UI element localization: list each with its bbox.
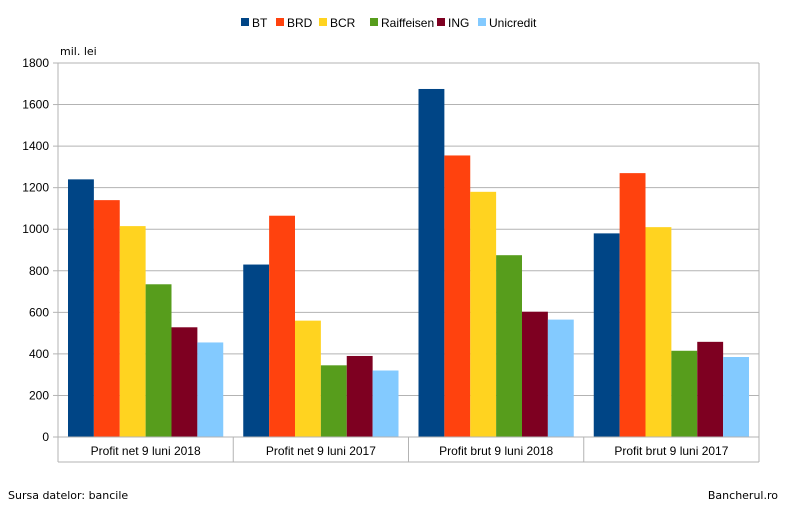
bar-chart: 0 200 400 600 800 1000 1200 1400 1600 1800 mil. le… (22, 16, 760, 463)
bar-unicredit (197, 342, 224, 437)
legend-swatch-ing (437, 18, 445, 26)
legend-swatch-brd (276, 18, 284, 26)
y-tick-label: 1200 (22, 181, 49, 195)
bar-raiffeisen (320, 365, 347, 437)
bar-bcr (295, 320, 321, 437)
bar-bt (593, 233, 620, 437)
bar-unicredit (547, 319, 574, 437)
bar-bt (68, 179, 94, 437)
bar-brd (93, 200, 120, 437)
category-label: Profit net 9 luni 2017 (266, 444, 376, 458)
legend-swatch-bt (241, 18, 249, 26)
legend-label-bt: BT (252, 16, 268, 30)
y-tick-label: 400 (29, 347, 49, 361)
bar-raiffeisen (496, 255, 522, 437)
y-tick-label: 200 (29, 388, 49, 402)
legend-label-raiffeisen: Raiffeisen (381, 16, 434, 30)
bar-ing (697, 341, 724, 437)
bar-unicredit (372, 370, 399, 437)
bar-ing (522, 311, 548, 437)
legend-swatch-raiffeisen (370, 18, 378, 26)
y-tick-label: 1800 (22, 56, 49, 70)
legend-swatch-bcr (319, 18, 327, 26)
source-note: Sursa datelor: bancile (8, 489, 129, 502)
bar-brd (269, 215, 295, 437)
legend-swatch-unicredit (478, 18, 486, 26)
bar-unicredit (723, 357, 749, 437)
site-credit: Bancherul.ro (707, 489, 778, 502)
category-label: Profit brut 9 luni 2018 (439, 444, 553, 458)
bar-brd (619, 173, 646, 437)
y-tick-label: 0 (42, 430, 49, 444)
bar-bt (243, 264, 270, 437)
category-label: Profit net 9 luni 2018 (91, 444, 201, 458)
bar-raiffeisen (671, 350, 698, 437)
bar-raiffeisen (145, 284, 172, 437)
legend-label-unicredit: Unicredit (489, 16, 537, 30)
y-tick-label: 800 (29, 264, 49, 278)
bar-bcr (119, 226, 146, 437)
bar-ing (171, 327, 198, 437)
bar-bt (418, 88, 445, 437)
category-label: Profit brut 9 luni 2017 (614, 444, 728, 458)
legend-label-ing: ING (448, 16, 469, 30)
bar-ing (346, 355, 373, 437)
y-axis-label: mil. lei (60, 45, 97, 58)
bar-brd (444, 155, 471, 437)
legend-label-bcr: BCR (330, 16, 356, 30)
bar-bcr (645, 227, 672, 437)
y-tick-label: 1400 (22, 139, 49, 153)
bar-bcr (470, 191, 497, 437)
y-tick-label: 1600 (22, 98, 49, 112)
y-tick-label: 1000 (22, 222, 49, 236)
legend-label-brd: BRD (287, 16, 313, 30)
y-tick-label: 600 (29, 305, 49, 319)
